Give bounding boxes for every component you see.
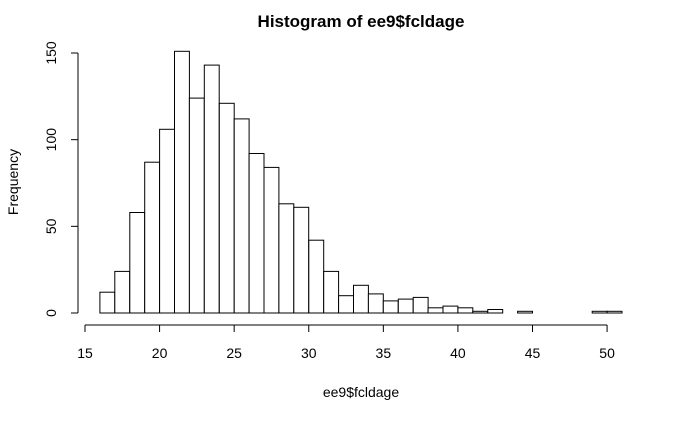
histogram-bar <box>472 310 489 314</box>
y-axis-label: Frequency <box>5 149 21 215</box>
histogram-bar <box>144 161 161 314</box>
histogram-bar <box>323 270 340 314</box>
y-axis: 0 50 100 150 <box>43 41 79 317</box>
histogram-bar <box>427 307 444 314</box>
x-tick-label: 20 <box>152 345 168 361</box>
histogram-bar <box>442 305 459 314</box>
histogram-bar <box>606 310 623 314</box>
x-tick-label: 35 <box>376 345 392 361</box>
histogram-bar <box>159 128 176 314</box>
histogram-bar <box>114 270 131 314</box>
y-tick-label: 150 <box>43 41 59 65</box>
histogram-bar <box>99 291 116 314</box>
x-tick-label: 30 <box>301 345 317 361</box>
histogram-bar <box>263 166 280 314</box>
y-tick-label: 0 <box>43 309 59 317</box>
histogram-bar <box>353 284 369 314</box>
x-tick-label: 45 <box>525 345 541 361</box>
histogram-bar <box>338 295 355 314</box>
histogram-bar <box>218 102 235 314</box>
chart-title: Histogram of ee9$fcldage <box>258 12 465 31</box>
bars-group <box>99 50 623 314</box>
histogram-bar <box>517 310 533 314</box>
x-tick-label: 40 <box>450 345 466 361</box>
histogram-bar <box>203 64 220 314</box>
histogram-bar <box>308 239 325 314</box>
y-tick-label: 100 <box>43 128 59 152</box>
histogram-bar <box>248 153 265 314</box>
histogram-bar <box>412 296 429 314</box>
histogram-bar <box>382 300 399 314</box>
x-tick-label: 50 <box>599 345 615 361</box>
histogram-bar <box>129 212 146 314</box>
x-axis-label: ee9$fcldage <box>323 384 400 400</box>
histogram-bar <box>174 50 190 314</box>
x-axis: 15 20 25 30 35 40 45 50 <box>77 324 615 361</box>
histogram-bar <box>233 118 250 314</box>
histogram-bar <box>367 293 384 314</box>
histogram-bar <box>293 206 310 314</box>
histogram-bar <box>457 307 474 314</box>
histogram-bar <box>591 310 608 314</box>
x-tick-label: 15 <box>77 345 93 361</box>
y-tick-label: 50 <box>43 218 59 234</box>
histogram-bar <box>397 298 414 314</box>
histogram-bar <box>278 203 295 314</box>
x-tick-label: 25 <box>226 345 242 361</box>
histogram-bar <box>188 97 205 314</box>
histogram-bar <box>487 309 504 314</box>
